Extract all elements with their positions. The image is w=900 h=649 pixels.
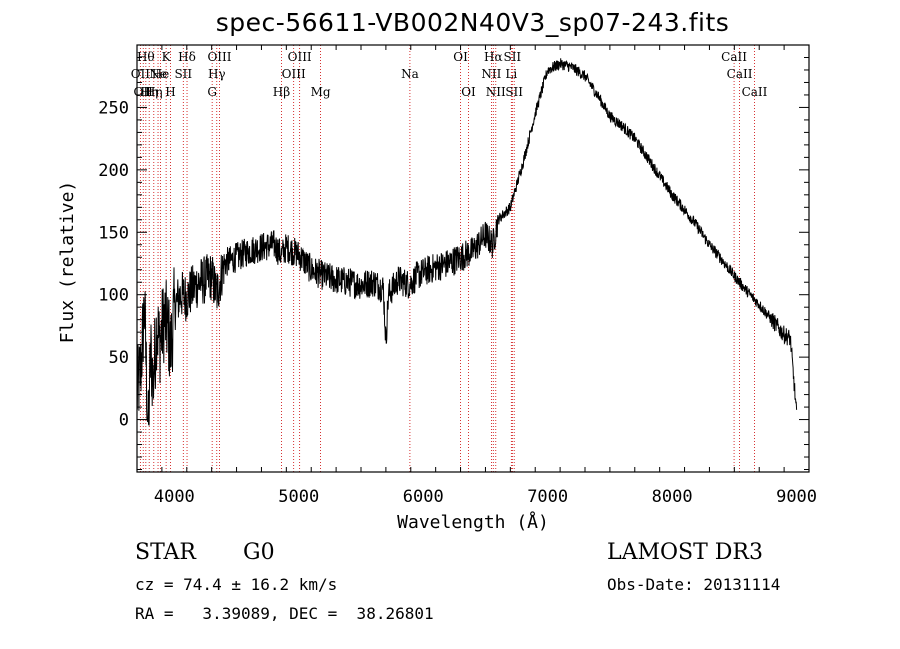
redshift-velocity: cz = 74.4 ± 16.2 km/s (135, 575, 338, 594)
line-marker-label: SII (503, 50, 521, 64)
object-subclass: G0 (243, 540, 275, 565)
spectrum-line (136, 58, 798, 426)
ra-dec-coordinates: RA = 3.39089, DEC = 38.26801 (135, 604, 434, 623)
object-class: STAR (135, 540, 196, 565)
line-marker-label: CaII (742, 85, 768, 99)
y-tick-label: 100 (98, 286, 129, 306)
y-tick-label: 50 (109, 348, 129, 368)
line-marker-label: Hδ (178, 50, 196, 64)
line-marker-label: OII (134, 85, 154, 99)
line-marker-label: Hβ (273, 85, 290, 99)
line-marker-label: NII (481, 67, 501, 81)
x-axis-ticks: 4000 5000 6000 7000 8000 9000 (136, 45, 817, 507)
y-axis-ticks: 0 50 100 150 200 250 (98, 44, 809, 471)
line-marker-label: SII (505, 85, 523, 99)
x-tick-label: 4000 (154, 487, 195, 507)
line-marker-label: Mg (311, 85, 331, 99)
line-marker-label: Ne (149, 67, 167, 81)
y-tick-label: 200 (98, 161, 129, 181)
line-marker-label: OIII (282, 67, 306, 81)
x-tick-label: 6000 (403, 487, 444, 507)
line-marker-label: K (162, 50, 172, 64)
line-marker-label: OI (461, 85, 476, 99)
survey-name: LAMOST DR3 (607, 540, 763, 565)
line-marker-label: Na (401, 67, 419, 81)
y-tick-label: 0 (119, 411, 129, 431)
line-marker-label: Hγ (208, 67, 226, 81)
line-marker-label: Hη (145, 85, 163, 99)
observation-date: Obs-Date: 20131114 (607, 575, 781, 594)
line-marker-label: OIII (288, 50, 312, 64)
x-tick-label: 5000 (278, 487, 319, 507)
line-marker-label: G (207, 85, 217, 99)
line-marker-label: He (152, 67, 170, 81)
line-marker-label: H (165, 85, 175, 99)
line-marker-label: CaII (727, 67, 753, 81)
plot-frame (136, 44, 810, 473)
line-marker-label: NII (486, 85, 506, 99)
y-tick-label: 150 (98, 223, 129, 243)
y-axis-label: Flux (relative) (57, 181, 78, 344)
line-marker-label: Hη (140, 85, 158, 99)
line-marker-label: Hα (484, 50, 503, 64)
x-tick-label: 9000 (776, 487, 817, 507)
chart-title: spec-56611-VB002N40V3_sp07-243.fits (215, 8, 730, 37)
line-marker-label: Li (505, 67, 517, 81)
line-marker-label: SII (174, 67, 192, 81)
line-marker-label: CaII (721, 50, 747, 64)
line-marker-label: OI (453, 50, 468, 64)
x-axis-label: Wavelength (Å) (397, 511, 549, 533)
x-tick-label: 8000 (652, 487, 693, 507)
x-tick-label: 7000 (527, 487, 568, 507)
line-marker-label: OIII (207, 50, 231, 64)
line-marker-label: OII (131, 67, 151, 81)
line-marker-label: Hθ (137, 50, 155, 64)
y-tick-label: 250 (98, 98, 129, 118)
